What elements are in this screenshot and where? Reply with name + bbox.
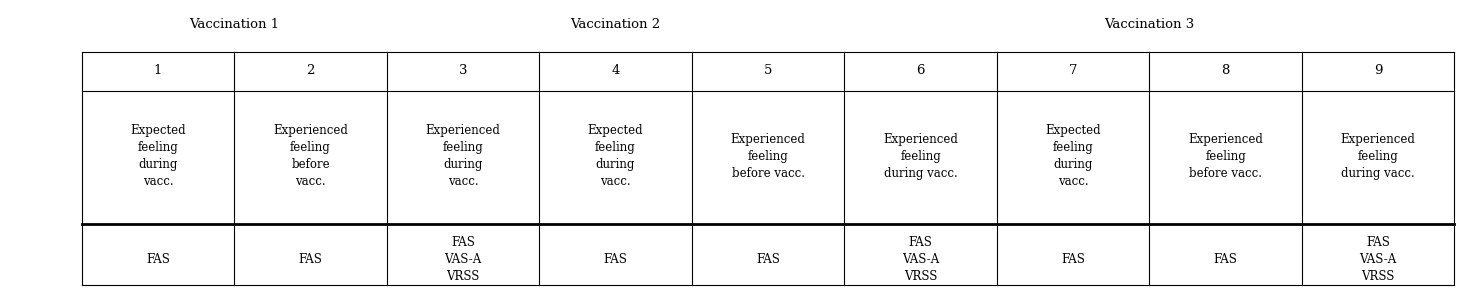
Text: FAS: FAS: [756, 253, 780, 266]
Text: 8: 8: [1222, 64, 1230, 77]
Text: 9: 9: [1374, 64, 1383, 77]
Text: Vaccination 3: Vaccination 3: [1105, 18, 1194, 30]
Text: Experienced
feeling
before vacc.: Experienced feeling before vacc.: [1188, 133, 1263, 180]
Text: FAS
VAS-A
VRSS: FAS VAS-A VRSS: [1359, 236, 1397, 283]
Text: 3: 3: [459, 64, 467, 77]
Text: Expected
feeling
during
vacc.: Expected feeling during vacc.: [130, 124, 186, 188]
Text: FAS: FAS: [1214, 253, 1238, 266]
Text: 7: 7: [1069, 64, 1077, 77]
Text: Expected
feeling
during
vacc.: Expected feeling during vacc.: [588, 124, 644, 188]
Text: FAS: FAS: [604, 253, 628, 266]
Text: Experienced
feeling
during vacc.: Experienced feeling during vacc.: [884, 133, 958, 180]
Text: 1: 1: [154, 64, 162, 77]
Text: FAS: FAS: [146, 253, 170, 266]
Text: Expected
feeling
during
vacc.: Expected feeling during vacc.: [1045, 124, 1100, 188]
Text: Vaccination 2: Vaccination 2: [571, 18, 661, 30]
Text: Experienced
feeling
before
vacc.: Experienced feeling before vacc.: [274, 124, 348, 188]
Text: FAS: FAS: [298, 253, 322, 266]
Text: Experienced
feeling
before vacc.: Experienced feeling before vacc.: [730, 133, 806, 180]
Text: 2: 2: [306, 64, 315, 77]
Text: FAS
VAS-A
VRSS: FAS VAS-A VRSS: [445, 236, 481, 283]
Text: FAS: FAS: [1061, 253, 1086, 266]
Text: 4: 4: [612, 64, 620, 77]
Text: Experienced
feeling
during vacc.: Experienced feeling during vacc.: [1340, 133, 1416, 180]
Text: FAS
VAS-A
VRSS: FAS VAS-A VRSS: [901, 236, 939, 283]
Text: 6: 6: [916, 64, 925, 77]
Text: 5: 5: [764, 64, 772, 77]
Text: Experienced
feeling
during
vacc.: Experienced feeling during vacc.: [426, 124, 500, 188]
Text: Vaccination 1: Vaccination 1: [189, 18, 279, 30]
